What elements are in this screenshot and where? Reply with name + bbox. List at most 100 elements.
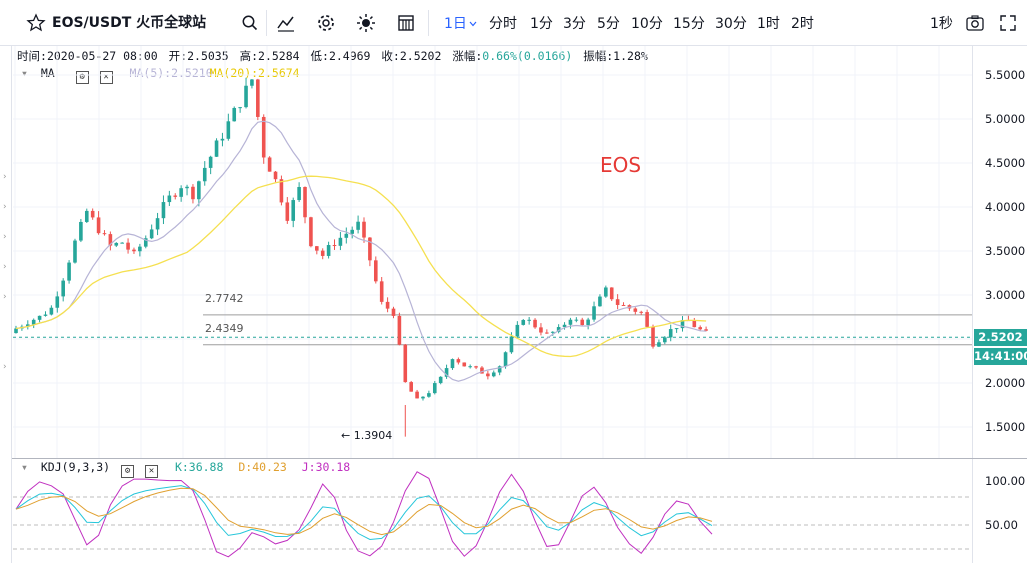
drawing-toolbar[interactable]: › › › › › › xyxy=(0,46,12,563)
timeframe-tick[interactable]: 分时 xyxy=(489,16,517,32)
kdj-j-value: J:30.18 xyxy=(301,460,351,474)
candle-up xyxy=(432,383,437,394)
candle-up xyxy=(149,229,154,239)
gear-icon[interactable] xyxy=(316,13,336,33)
candle-up xyxy=(604,287,608,297)
close-label: 收: xyxy=(381,49,400,63)
layout-icon[interactable] xyxy=(396,13,416,33)
timeframe-10m[interactable]: 10分 xyxy=(631,16,663,32)
candle-up xyxy=(208,156,213,168)
timeframe-1m[interactable]: 1分 xyxy=(530,16,553,32)
candle-down xyxy=(704,329,708,331)
candle-up xyxy=(444,368,449,377)
change-label: 涨幅: xyxy=(452,49,483,63)
close-icon[interactable]: ✕ xyxy=(99,71,113,84)
time-label: 时间: xyxy=(17,49,47,63)
candle-down xyxy=(379,281,384,302)
candle-down xyxy=(368,237,372,261)
timeframe-30m[interactable]: 30分 xyxy=(715,16,747,32)
low-marker-label: ← 1.3904 xyxy=(341,429,392,442)
low-label: 低: xyxy=(310,49,329,63)
close-icon[interactable]: ✕ xyxy=(145,465,158,478)
kdj-tick-label: 100.00 xyxy=(985,474,1026,488)
candle-down xyxy=(409,382,413,392)
open-label: 开: xyxy=(168,49,188,63)
candle-down xyxy=(332,245,337,247)
time-value: 2020-05-27 08:00 xyxy=(46,49,158,63)
search-icon[interactable] xyxy=(240,13,260,33)
candle-down xyxy=(191,186,195,200)
candle-down xyxy=(639,311,644,313)
candle-up xyxy=(120,242,124,244)
candle-up xyxy=(574,319,579,321)
candle-down xyxy=(315,246,319,251)
candle-up xyxy=(680,320,685,329)
price-tick-label: 3.0000 xyxy=(985,288,1026,302)
candle-up xyxy=(344,233,349,238)
symbol-title[interactable]: EOS/USDT 火币全球站 xyxy=(52,15,207,31)
candle-down xyxy=(373,260,378,282)
candle-up xyxy=(167,195,172,203)
level-low-label: 2.4349 xyxy=(205,322,244,335)
timeframe-2h[interactable]: 2时 xyxy=(791,16,814,32)
candle-up xyxy=(43,314,48,316)
candle-down xyxy=(403,344,408,383)
candle-up xyxy=(114,242,119,246)
kdj-axis[interactable]: 100.00 50.00 xyxy=(972,459,1027,563)
price-tick-label: 3.5000 xyxy=(985,244,1026,258)
fullscreen-icon[interactable] xyxy=(998,13,1018,33)
candle-up xyxy=(143,238,148,247)
kdj-j-line xyxy=(15,471,713,558)
collapse-arrow-icon[interactable]: ▾ xyxy=(21,460,28,474)
expand-arrow-icon[interactable]: › xyxy=(3,172,7,182)
timeframe-15m[interactable]: 15分 xyxy=(673,16,705,32)
collapse-arrow-icon[interactable]: ▾ xyxy=(21,66,28,80)
candle-down xyxy=(108,234,113,246)
candle-up xyxy=(220,138,225,141)
last-price-badge: 2.5202 xyxy=(974,329,1027,346)
candle-up xyxy=(61,280,65,297)
chevron-down-icon[interactable] xyxy=(469,21,477,27)
indicators-icon[interactable] xyxy=(276,13,296,33)
candle-down xyxy=(391,308,396,316)
candle-up xyxy=(556,327,561,332)
price-axis[interactable]: 5.50005.00004.50004.00003.50003.00002.50… xyxy=(972,46,1027,458)
expand-arrow-icon[interactable]: › xyxy=(3,362,7,372)
top-toolbar: EOS/USDT 火币全球站 1日 分时 1分 3分 5分 10分 15分 3 xyxy=(0,0,1027,46)
expand-arrow-icon[interactable]: › xyxy=(3,262,7,272)
kdj-name: KDJ(9,3,3) xyxy=(40,460,111,474)
sun-icon[interactable] xyxy=(356,13,376,33)
candle-up xyxy=(67,262,71,281)
candle-up xyxy=(527,319,531,321)
candle-up xyxy=(438,376,443,384)
timeframe-1h[interactable]: 1时 xyxy=(757,16,780,32)
gear-icon[interactable]: ⚙ xyxy=(121,465,135,478)
expand-arrow-icon[interactable]: › xyxy=(3,292,7,302)
candle-up xyxy=(79,221,83,241)
high-label: 高: xyxy=(239,49,259,63)
candle-up xyxy=(291,200,296,221)
gear-icon[interactable]: ⚙ xyxy=(75,71,89,84)
candle-down xyxy=(474,366,478,368)
refresh-interval[interactable]: 1秒 xyxy=(930,16,953,32)
candle-down xyxy=(692,320,697,328)
candle-up xyxy=(568,319,573,325)
candle-down xyxy=(385,301,390,309)
candle-up xyxy=(497,366,502,373)
camera-icon[interactable] xyxy=(965,13,985,33)
timeframe-3m[interactable]: 3分 xyxy=(563,16,586,32)
candle-up xyxy=(338,237,343,246)
candle-up xyxy=(37,315,42,320)
candle-up xyxy=(509,336,514,353)
candle-down xyxy=(486,373,490,377)
star-icon[interactable] xyxy=(26,13,46,33)
expand-arrow-icon[interactable]: › xyxy=(3,202,7,212)
timeframe-1d[interactable]: 1日 xyxy=(444,16,467,32)
timeframe-5m[interactable]: 5分 xyxy=(597,16,620,32)
candle-down xyxy=(279,179,284,203)
candle-up xyxy=(468,366,472,368)
expand-arrow-icon[interactable]: › xyxy=(3,232,7,242)
candle-up xyxy=(674,328,679,330)
candle-up xyxy=(155,218,160,230)
candle-down xyxy=(362,221,366,238)
